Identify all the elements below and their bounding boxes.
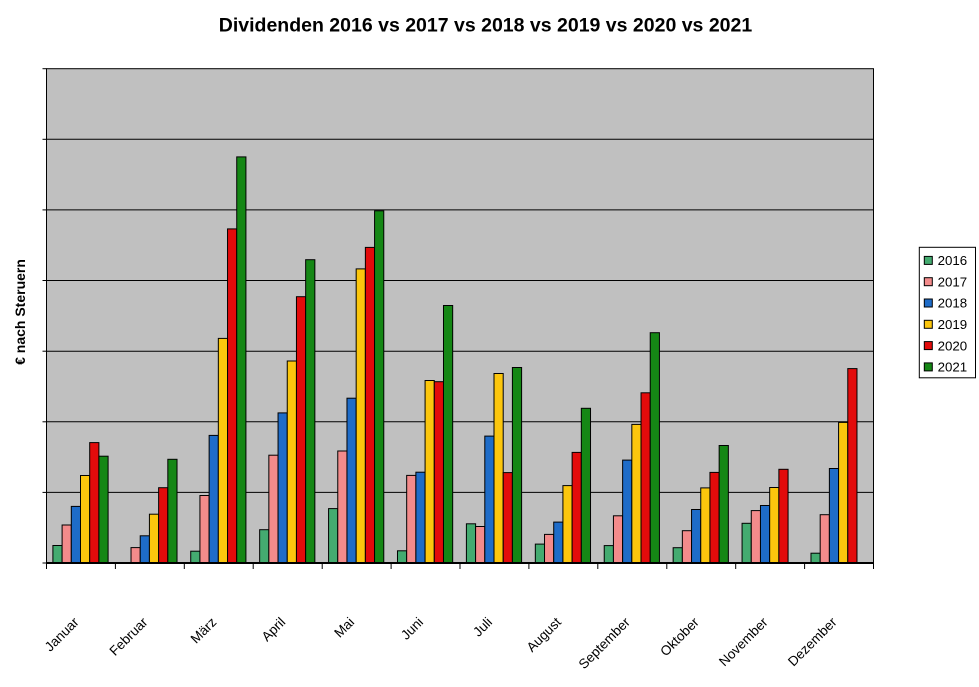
svg-text:2017: 2017 [938,274,968,289]
svg-text:Dividenden 2016 vs 2017 vs 201: Dividenden 2016 vs 2017 vs 2018 vs 2019 … [219,15,753,37]
svg-text:2019: 2019 [938,317,968,332]
svg-text:2018: 2018 [938,296,968,311]
svg-text:2020: 2020 [938,338,968,353]
svg-text:2021: 2021 [938,360,968,375]
svg-text:2016: 2016 [938,253,968,268]
svg-text:€ nach Steruern: € nach Steruern [12,259,28,365]
